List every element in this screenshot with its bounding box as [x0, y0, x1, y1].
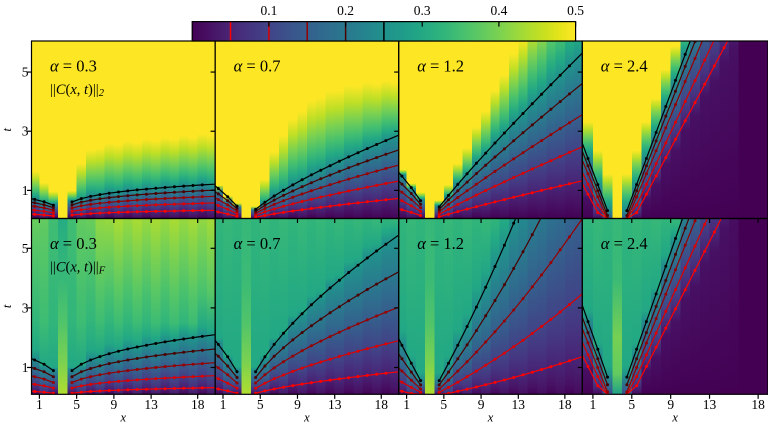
svg-text:α = 2.4: α = 2.4 — [601, 57, 648, 76]
svg-text:13: 13 — [328, 397, 342, 412]
svg-text:t: t — [0, 304, 14, 308]
svg-text:9: 9 — [667, 397, 674, 412]
svg-text:1: 1 — [590, 397, 597, 412]
svg-text:x: x — [303, 411, 310, 425]
svg-text:1: 1 — [403, 397, 410, 412]
svg-text:5: 5 — [440, 397, 447, 412]
svg-text:9: 9 — [294, 397, 301, 412]
svg-text:α = 0.7: α = 0.7 — [234, 57, 281, 76]
svg-text:α = 0.7: α = 0.7 — [234, 234, 281, 253]
svg-text:x: x — [487, 411, 494, 425]
svg-text:5: 5 — [22, 65, 29, 80]
svg-text:α = 0.3: α = 0.3 — [50, 234, 97, 253]
svg-text:9: 9 — [111, 397, 118, 412]
svg-text:0.4: 0.4 — [490, 3, 507, 18]
svg-text:1: 1 — [22, 360, 29, 375]
svg-text:||C(x, t)||F: ||C(x, t)||F — [50, 260, 106, 277]
svg-text:5: 5 — [628, 397, 635, 412]
svg-text:18: 18 — [375, 397, 389, 412]
svg-text:3: 3 — [22, 300, 29, 315]
svg-text:9: 9 — [478, 397, 485, 412]
svg-text:α = 0.3: α = 0.3 — [50, 57, 97, 76]
svg-text:1: 1 — [220, 397, 227, 412]
svg-text:13: 13 — [703, 397, 717, 412]
svg-text:α = 1.2: α = 1.2 — [417, 234, 464, 253]
svg-text:5: 5 — [22, 241, 29, 256]
svg-text:3: 3 — [22, 124, 29, 139]
svg-text:x: x — [120, 411, 127, 425]
svg-text:||C(x, t)||2: ||C(x, t)||2 — [50, 82, 105, 99]
svg-text:13: 13 — [512, 397, 526, 412]
svg-text:18: 18 — [558, 397, 572, 412]
svg-text:α = 1.2: α = 1.2 — [417, 57, 464, 76]
svg-text:x: x — [671, 411, 678, 425]
svg-text:13: 13 — [144, 397, 158, 412]
svg-text:0.3: 0.3 — [414, 3, 431, 18]
svg-text:5: 5 — [73, 397, 80, 412]
svg-text:1: 1 — [22, 183, 29, 198]
svg-text:0.5: 0.5 — [567, 3, 584, 18]
svg-text:α = 2.4: α = 2.4 — [601, 234, 648, 253]
svg-text:5: 5 — [257, 397, 264, 412]
svg-text:0.1: 0.1 — [260, 3, 277, 18]
svg-text:18: 18 — [191, 397, 205, 412]
svg-text:t: t — [0, 128, 14, 132]
svg-text:18: 18 — [751, 397, 765, 412]
svg-text:1: 1 — [36, 397, 43, 412]
svg-text:0.2: 0.2 — [337, 3, 354, 18]
